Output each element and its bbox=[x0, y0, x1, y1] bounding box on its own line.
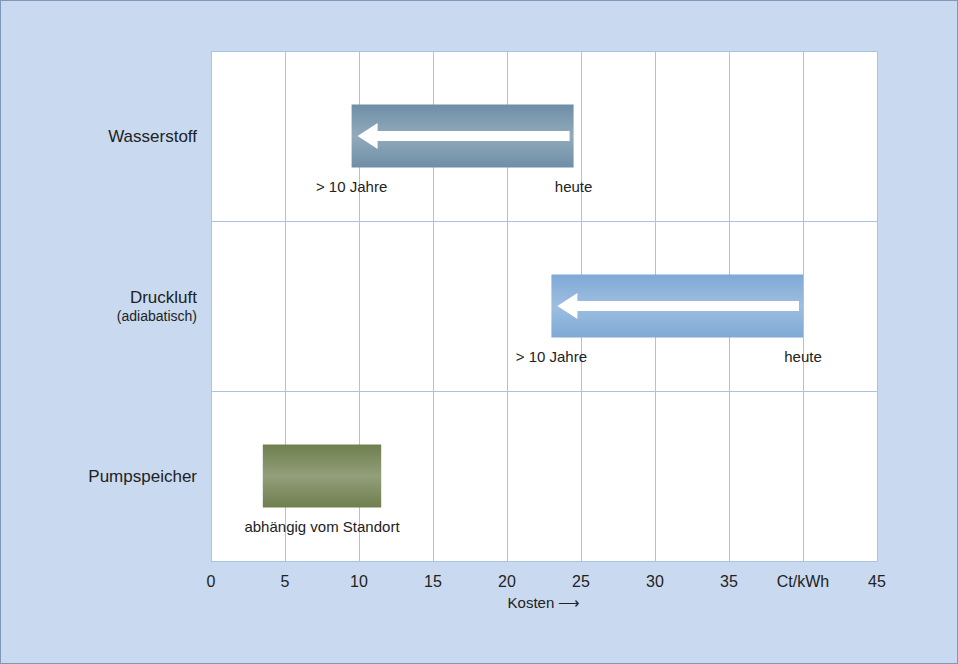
svg-text:0: 0 bbox=[207, 573, 216, 590]
svg-text:20: 20 bbox=[498, 573, 516, 590]
svg-text:30: 30 bbox=[646, 573, 664, 590]
svg-text:heute: heute bbox=[555, 178, 593, 195]
svg-text:Ct/kWh: Ct/kWh bbox=[777, 573, 829, 590]
svg-text:Pumpspeicher: Pumpspeicher bbox=[88, 467, 197, 486]
svg-text:> 10 Jahre: > 10 Jahre bbox=[516, 348, 587, 365]
svg-text:25: 25 bbox=[572, 573, 590, 590]
svg-text:(adiabatisch): (adiabatisch) bbox=[117, 308, 197, 324]
svg-text:5: 5 bbox=[281, 573, 290, 590]
svg-text:15: 15 bbox=[424, 573, 442, 590]
svg-text:heute: heute bbox=[784, 348, 822, 365]
svg-text:abhängig vom Standort: abhängig vom Standort bbox=[244, 518, 400, 535]
svg-text:10: 10 bbox=[350, 573, 368, 590]
svg-text:Kosten ⟶: Kosten ⟶ bbox=[508, 594, 581, 611]
svg-text:35: 35 bbox=[720, 573, 738, 590]
svg-text:Druckluft: Druckluft bbox=[130, 288, 197, 307]
svg-text:Wasserstoff: Wasserstoff bbox=[108, 127, 197, 146]
svg-text:> 10 Jahre: > 10 Jahre bbox=[316, 178, 387, 195]
svg-text:45: 45 bbox=[868, 573, 886, 590]
